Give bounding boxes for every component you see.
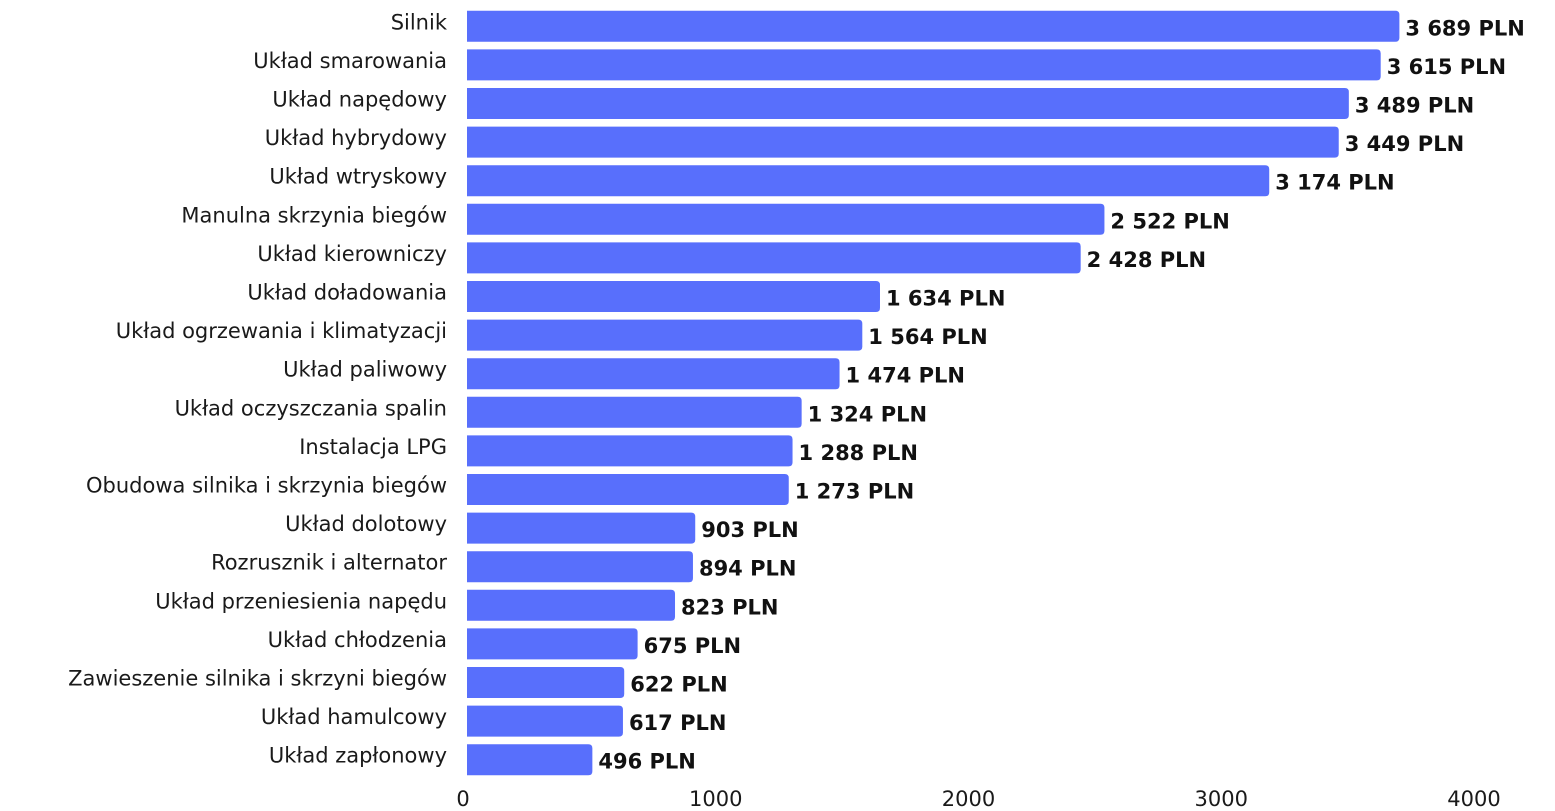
x-tick-label: 0: [456, 787, 469, 811]
bar: [467, 203, 1105, 235]
value-label: 823 PLN: [681, 595, 779, 619]
category-label: Układ smarowania: [253, 49, 447, 73]
category-label: Układ hamulcowy: [261, 705, 447, 729]
bar: [467, 88, 1349, 119]
bar: [467, 744, 593, 776]
x-tick-label: 2000: [942, 787, 995, 811]
category-label: Układ chłodzenia: [268, 628, 447, 652]
value-label: 496 PLN: [598, 750, 696, 774]
bar: [467, 551, 693, 583]
bar: [467, 435, 793, 467]
value-label: 2 428 PLN: [1087, 248, 1206, 272]
bar: [467, 358, 840, 390]
value-label: 1 564 PLN: [868, 325, 987, 349]
category-label: Układ wtryskowy: [269, 165, 447, 189]
bar: [467, 667, 625, 698]
bar: [467, 10, 1400, 42]
bar: [467, 49, 1381, 81]
category-label: Instalacja LPG: [299, 435, 447, 459]
value-label: 3 174 PLN: [1275, 171, 1394, 195]
category-label: Silnik: [391, 10, 448, 34]
category-label: Układ doładowania: [247, 281, 447, 305]
category-label: Układ kierowniczy: [257, 242, 447, 266]
bar: [467, 396, 802, 428]
value-label: 3 489 PLN: [1355, 94, 1474, 118]
bar: [467, 512, 696, 544]
category-label: Układ napędowy: [272, 88, 447, 112]
bar: [467, 126, 1339, 158]
category-label: Układ przeniesienia napędu: [155, 589, 447, 613]
category-label: Układ dolotowy: [285, 512, 447, 536]
value-label: 1 634 PLN: [886, 287, 1005, 311]
bar: [467, 281, 880, 312]
bar: [467, 165, 1270, 197]
value-label: 1 324 PLN: [808, 402, 927, 426]
category-label: Układ paliwowy: [283, 358, 447, 382]
value-label: 1 288 PLN: [799, 441, 918, 465]
bar: [467, 589, 676, 621]
category-label: Obudowa silnika i skrzynia biegów: [86, 474, 447, 498]
bar: [467, 705, 623, 737]
bar: [467, 242, 1081, 274]
value-label: 622 PLN: [630, 673, 728, 697]
value-label: 1 273 PLN: [795, 480, 914, 504]
value-label: 903 PLN: [701, 518, 799, 542]
bar: [467, 319, 863, 351]
value-label: 675 PLN: [644, 634, 742, 658]
value-label: 3 615 PLN: [1387, 55, 1506, 79]
x-tick-label: 3000: [1195, 787, 1248, 811]
x-tick-label: 4000: [1447, 787, 1500, 811]
value-label: 617 PLN: [629, 711, 727, 735]
category-label: Układ oczyszczania spalin: [175, 396, 447, 420]
value-label: 3 449 PLN: [1345, 132, 1464, 156]
bar: [467, 628, 638, 660]
category-label: Układ zapłonowy: [269, 744, 447, 768]
value-label: 2 522 PLN: [1110, 209, 1229, 233]
bar: [467, 474, 789, 505]
category-label: Zawieszenie silnika i skrzyni biegów: [68, 667, 447, 691]
x-tick-label: 1000: [689, 787, 742, 811]
category-label: Manulna skrzynia biegów: [181, 203, 447, 227]
category-label: Układ ogrzewania i klimatyzacji: [116, 319, 447, 343]
value-label: 1 474 PLN: [846, 364, 965, 388]
value-label: 894 PLN: [699, 557, 797, 581]
category-label: Układ hybrydowy: [265, 126, 447, 150]
category-label: Rozrusznik i alternator: [211, 551, 447, 575]
value-label: 3 689 PLN: [1405, 16, 1524, 40]
